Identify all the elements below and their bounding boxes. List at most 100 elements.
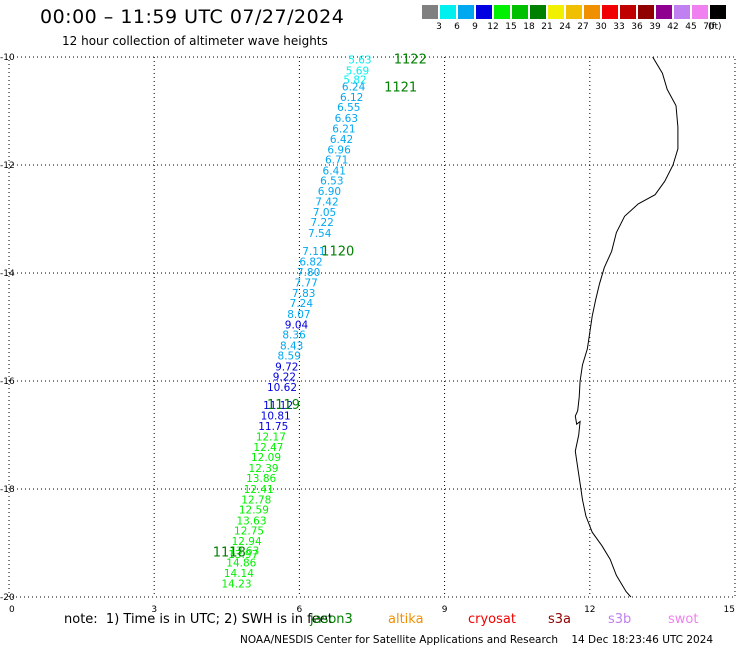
swh-point-label: 13.63	[229, 546, 259, 558]
legend-swatch	[440, 5, 456, 19]
swh-point-label: 12.59	[239, 505, 269, 517]
legend-swatch	[494, 5, 510, 19]
swh-point-label: 6.12	[340, 92, 363, 104]
swh-point-label: 6.96	[327, 144, 351, 156]
legend-swatch	[638, 5, 654, 19]
satellite-s3b: s3b	[608, 612, 632, 627]
chart-subtitle: 12 hour collection of altimeter wave hei…	[62, 34, 328, 48]
y-tick-label: -14	[0, 269, 15, 279]
pass-number-label: 1119	[267, 398, 300, 413]
y-tick-label: -16	[0, 377, 15, 387]
legend-swatch	[602, 5, 618, 19]
swh-point-label: 6.53	[320, 176, 343, 188]
swh-point-label: 7.22	[310, 217, 333, 229]
swh-point-label: 7.83	[292, 288, 315, 300]
swh-point-label: 6.55	[337, 102, 360, 114]
swh-point-label: 9.04	[285, 319, 309, 331]
plot-frame	[8, 56, 736, 598]
swh-labels: 5.635.695.826.246.126.556.636.216.426.96…	[221, 55, 371, 591]
swh-point-label: 6.42	[330, 134, 353, 146]
y-tick-label: -10	[0, 53, 15, 63]
swh-point-label: 14.86	[226, 557, 256, 569]
coastline-path	[574, 56, 679, 598]
y-tick-label: -20	[0, 593, 15, 603]
pass-number-label: 1121	[384, 81, 417, 96]
swh-point-label: 7.54	[308, 228, 332, 240]
swh-point-label: 5.63	[348, 55, 371, 67]
swh-point-label: 6.41	[323, 165, 346, 177]
legend-swatch	[674, 5, 690, 19]
swh-point-label: 7.80	[297, 267, 320, 279]
swh-point-label: 7.42	[315, 197, 338, 209]
swh-point-label: 12.47	[253, 442, 283, 454]
swh-point-label: 12.17	[256, 432, 286, 444]
legend-swatch	[656, 5, 672, 19]
legend-swatch	[422, 5, 438, 19]
swh-point-label: 14.14	[224, 568, 254, 580]
legend-swatch	[476, 5, 492, 19]
swh-point-label: 6.71	[325, 155, 348, 167]
legend-label: 6	[454, 22, 460, 32]
swh-point-label: 11.12	[263, 400, 293, 412]
swh-point-label: 12.41	[244, 484, 274, 496]
legend-swatch	[620, 5, 636, 19]
swh-point-label: 12.75	[234, 526, 264, 538]
legend-label: 30	[595, 22, 607, 32]
swh-point-label: 6.82	[299, 257, 322, 269]
legend-label: 15	[505, 22, 517, 32]
x-tick-label: 3	[151, 605, 157, 615]
pass-labels: 1122 1121 1120 1119 1118	[213, 53, 427, 561]
legend-label: 18	[523, 22, 535, 32]
x-tick-label: 12	[584, 605, 595, 615]
pass-number-label: 1120	[321, 244, 354, 259]
swh-point-label: 8.59	[278, 351, 301, 363]
satellite-swot: swot	[668, 612, 699, 627]
legend-label: 24	[559, 22, 571, 32]
legend-swatch	[566, 5, 582, 19]
legend-label: 36	[631, 22, 643, 32]
swh-point-label: 12.78	[241, 494, 271, 506]
legend-swatch	[512, 5, 528, 19]
coastline	[574, 56, 679, 598]
legend-label: 33	[613, 22, 625, 32]
swh-point-label: 6.24	[342, 82, 366, 94]
credit-line: NOAA/NESDIS Center for Satellite Applica…	[240, 634, 714, 646]
pass-number-label: 1118	[213, 546, 246, 561]
swh-point-label: 12.39	[249, 463, 279, 475]
legend-label: 9	[472, 22, 478, 32]
legend-label: 45	[685, 22, 697, 32]
legend-swatch	[710, 5, 726, 19]
legend-swatch	[548, 5, 564, 19]
swh-point-label: 9.72	[275, 361, 298, 373]
x-tick-label: 15	[724, 605, 735, 615]
x-tick-label: 9	[442, 605, 448, 615]
legend-swatch	[692, 5, 708, 19]
legend-label: 12	[487, 22, 499, 32]
y-tick-label: -12	[0, 161, 15, 171]
pass-number-label: 1122	[394, 53, 427, 68]
swh-point-label: 10.81	[261, 411, 291, 423]
swh-point-label: 6.90	[318, 186, 341, 198]
satellite-s3a: s3a	[548, 612, 572, 627]
swh-point-label: 11.75	[258, 421, 288, 433]
swh-point-label: 7.05	[313, 207, 336, 219]
swh-point-label: 13.63	[236, 515, 266, 527]
swh-point-label: 6.63	[335, 113, 358, 125]
swh-point-label: 7.24	[290, 298, 314, 310]
legend-swatch	[530, 5, 546, 19]
swh-point-label: 14.23	[221, 579, 251, 591]
legend-swatch	[584, 5, 600, 19]
swh-point-label: 12.09	[251, 452, 281, 464]
swh-point-label: 9.22	[273, 372, 296, 384]
swh-point-label: 5.69	[346, 66, 369, 78]
grid-lines	[8, 56, 736, 598]
legend-label: 3	[436, 22, 442, 32]
legend-label: 27	[577, 22, 589, 32]
legend-unit: (ft)	[708, 22, 722, 32]
satellite-cryosat: cryosat	[468, 612, 516, 627]
legend-label: 70	[703, 22, 715, 32]
y-tick-label: -18	[0, 485, 15, 495]
swh-point-label: 13.97	[228, 549, 258, 561]
satellite-altika: altika	[388, 612, 424, 627]
